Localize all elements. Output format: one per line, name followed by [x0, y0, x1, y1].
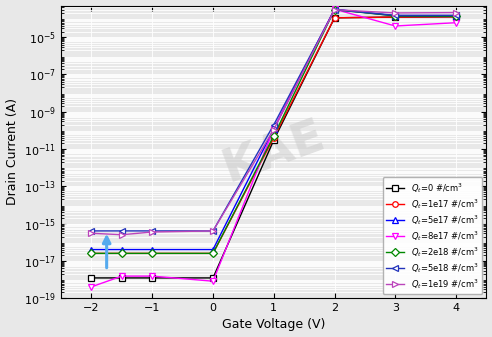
$Q_t$=2e18 #/cm$^3$ — [332, 8, 338, 12]
$Q_t$=0 #/cm$^3$ — [392, 15, 398, 19]
X-axis label: Gate Voltage (V): Gate Voltage (V) — [222, 318, 325, 332]
$Q_t$=2e18 #/cm$^3$ — [453, 14, 459, 18]
$Q_t$=1e19 #/cm$^3$ — [392, 11, 398, 15]
$Q_t$=1e17 #/cm$^3$ — [210, 251, 216, 255]
$Q_t$=1e17 #/cm$^3$ — [271, 136, 277, 140]
Legend: $Q_t$=0 #/cm$^3$, $Q_t$=1e17 #/cm$^3$, $Q_t$=5e17 #/cm$^3$, $Q_t$=8e17 #/cm$^3$,: $Q_t$=0 #/cm$^3$, $Q_t$=1e17 #/cm$^3$, $… — [383, 177, 482, 294]
$Q_t$=5e17 #/cm$^3$ — [271, 127, 277, 131]
$Q_t$=5e17 #/cm$^3$ — [89, 248, 94, 252]
$Q_t$=1e19 #/cm$^3$ — [453, 10, 459, 14]
$Q_t$=1e19 #/cm$^3$ — [89, 231, 94, 235]
$Q_t$=1e17 #/cm$^3$ — [149, 251, 155, 255]
$Q_t$=5e17 #/cm$^3$ — [119, 248, 125, 252]
$Q_t$=2e18 #/cm$^3$ — [119, 251, 125, 255]
$Q_t$=5e18 #/cm$^3$ — [392, 13, 398, 17]
Line: $Q_t$=5e18 #/cm$^3$: $Q_t$=5e18 #/cm$^3$ — [89, 7, 459, 234]
$Q_t$=2e18 #/cm$^3$ — [89, 251, 94, 255]
$Q_t$=2e18 #/cm$^3$ — [210, 251, 216, 255]
$Q_t$=8e17 #/cm$^3$ — [119, 274, 125, 278]
$Q_t$=0 #/cm$^3$ — [119, 276, 125, 280]
$Q_t$=1e19 #/cm$^3$ — [149, 230, 155, 234]
$Q_t$=2e18 #/cm$^3$ — [392, 14, 398, 18]
Y-axis label: Drain Current (A): Drain Current (A) — [5, 98, 19, 205]
$Q_t$=5e18 #/cm$^3$ — [119, 229, 125, 233]
Line: $Q_t$=8e17 #/cm$^3$: $Q_t$=8e17 #/cm$^3$ — [89, 6, 459, 289]
$Q_t$=5e18 #/cm$^3$ — [89, 229, 94, 233]
Line: $Q_t$=1e17 #/cm$^3$: $Q_t$=1e17 #/cm$^3$ — [89, 14, 459, 256]
$Q_t$=2e18 #/cm$^3$ — [149, 251, 155, 255]
$Q_t$=8e17 #/cm$^3$ — [271, 127, 277, 131]
Line: $Q_t$=2e18 #/cm$^3$: $Q_t$=2e18 #/cm$^3$ — [89, 7, 459, 256]
$Q_t$=0 #/cm$^3$ — [149, 276, 155, 280]
$Q_t$=1e19 #/cm$^3$ — [210, 229, 216, 233]
$Q_t$=5e18 #/cm$^3$ — [453, 13, 459, 17]
$Q_t$=8e17 #/cm$^3$ — [332, 7, 338, 11]
$Q_t$=2e18 #/cm$^3$ — [271, 134, 277, 138]
$Q_t$=1e17 #/cm$^3$ — [332, 16, 338, 20]
$Q_t$=5e18 #/cm$^3$ — [271, 123, 277, 127]
$Q_t$=0 #/cm$^3$ — [89, 276, 94, 280]
$Q_t$=8e17 #/cm$^3$ — [210, 279, 216, 283]
$Q_t$=8e17 #/cm$^3$ — [149, 274, 155, 278]
$Q_t$=0 #/cm$^3$ — [271, 138, 277, 142]
$Q_t$=8e17 #/cm$^3$ — [392, 24, 398, 28]
$Q_t$=1e17 #/cm$^3$ — [392, 15, 398, 19]
Line: $Q_t$=1e19 #/cm$^3$: $Q_t$=1e19 #/cm$^3$ — [89, 7, 459, 238]
$Q_t$=1e19 #/cm$^3$ — [332, 8, 338, 12]
$Q_t$=8e17 #/cm$^3$ — [453, 21, 459, 25]
$Q_t$=0 #/cm$^3$ — [453, 15, 459, 19]
$Q_t$=5e17 #/cm$^3$ — [332, 7, 338, 11]
$Q_t$=5e18 #/cm$^3$ — [332, 8, 338, 12]
Line: $Q_t$=5e17 #/cm$^3$: $Q_t$=5e17 #/cm$^3$ — [89, 6, 459, 252]
$Q_t$=0 #/cm$^3$ — [332, 16, 338, 20]
$Q_t$=8e17 #/cm$^3$ — [89, 285, 94, 289]
Line: $Q_t$=0 #/cm$^3$: $Q_t$=0 #/cm$^3$ — [89, 14, 459, 281]
$Q_t$=5e17 #/cm$^3$ — [453, 14, 459, 18]
$Q_t$=1e17 #/cm$^3$ — [89, 251, 94, 255]
$Q_t$=0 #/cm$^3$ — [210, 276, 216, 280]
$Q_t$=5e17 #/cm$^3$ — [149, 248, 155, 252]
$Q_t$=5e18 #/cm$^3$ — [210, 229, 216, 233]
$Q_t$=5e17 #/cm$^3$ — [392, 14, 398, 18]
Text: KAE: KAE — [216, 113, 331, 191]
$Q_t$=5e17 #/cm$^3$ — [210, 248, 216, 252]
$Q_t$=1e19 #/cm$^3$ — [271, 128, 277, 132]
$Q_t$=1e17 #/cm$^3$ — [453, 15, 459, 19]
$Q_t$=1e17 #/cm$^3$ — [119, 251, 125, 255]
$Q_t$=5e18 #/cm$^3$ — [149, 229, 155, 233]
$Q_t$=1e19 #/cm$^3$ — [119, 233, 125, 237]
